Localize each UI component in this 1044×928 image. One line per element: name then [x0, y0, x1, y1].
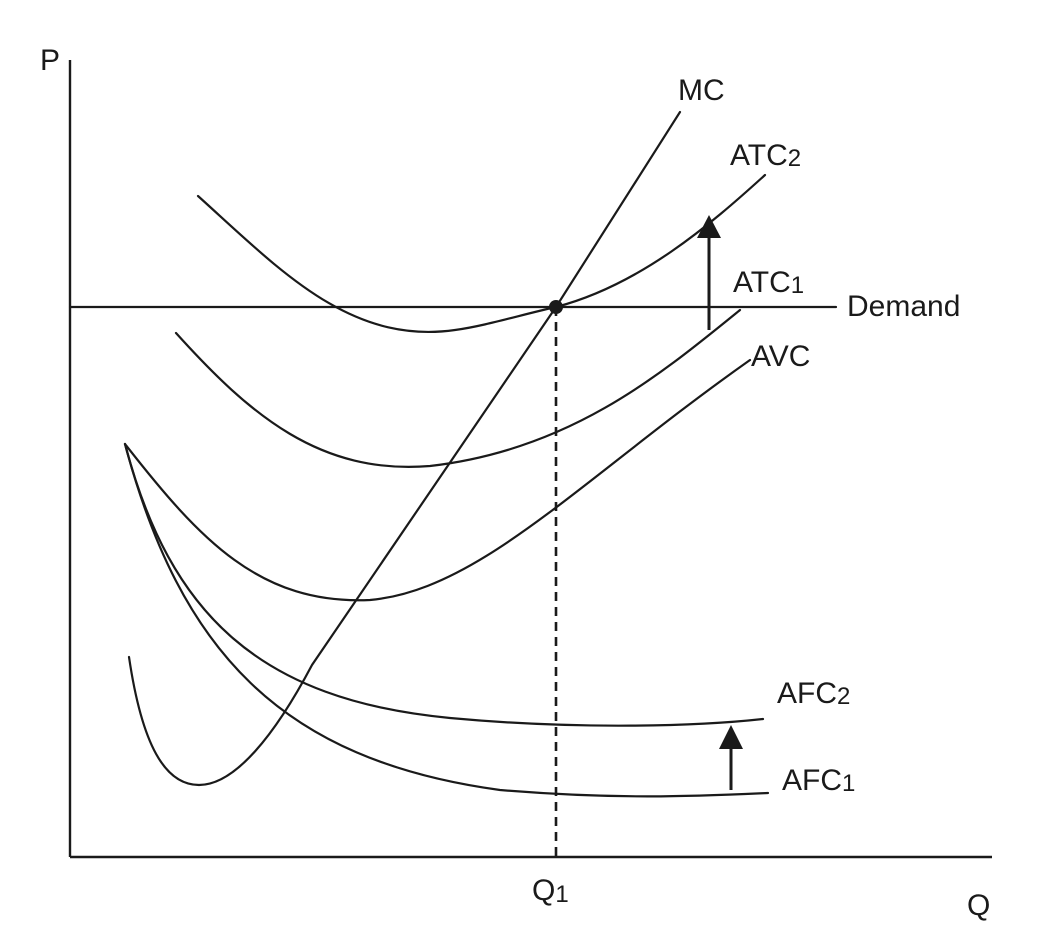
atc1-label: ATC1 — [733, 266, 804, 299]
avc-label: AVC — [751, 340, 810, 373]
atc2-label: ATC2 — [730, 139, 801, 172]
atc1-curve — [174, 308, 742, 468]
demand-label: Demand — [847, 290, 960, 323]
mc-curve — [127, 110, 682, 787]
afc2-label: AFC2 — [777, 677, 850, 710]
y-axis-label: P — [40, 44, 60, 77]
afc1-label: AFC1 — [782, 764, 855, 797]
afc2-curve — [123, 442, 765, 727]
q1-label: Q1 — [532, 874, 569, 908]
atc2-curve — [196, 173, 767, 333]
mc-label: MC — [678, 74, 725, 107]
atc-shift-arrow-head — [697, 215, 721, 238]
x-axis-label: Q — [967, 889, 990, 922]
afc1-curve — [123, 442, 770, 798]
equilibrium-point — [549, 300, 563, 314]
afc-shift-arrow-head — [719, 725, 743, 749]
avc-curve — [123, 358, 752, 602]
